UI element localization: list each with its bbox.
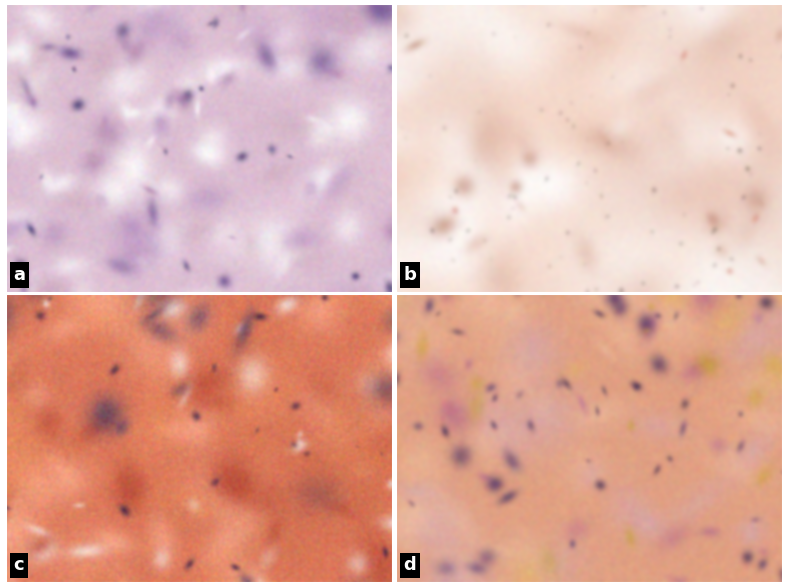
Text: b: b <box>403 266 417 284</box>
Text: d: d <box>403 556 416 574</box>
Text: a: a <box>13 266 25 284</box>
Text: c: c <box>13 556 24 574</box>
